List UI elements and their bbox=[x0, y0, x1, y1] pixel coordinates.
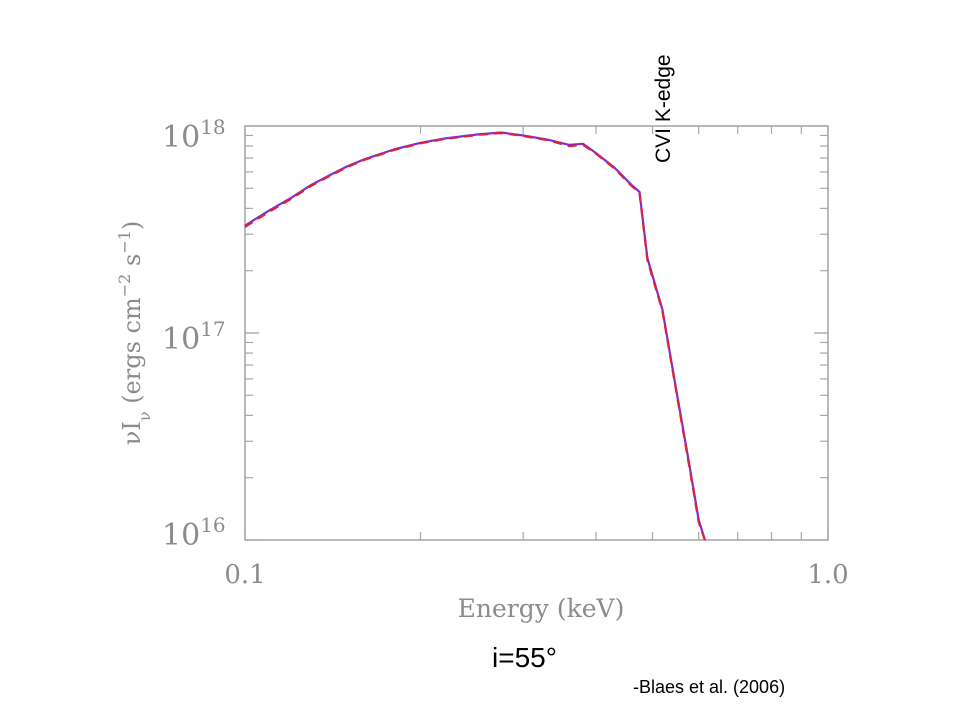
plot-frame bbox=[244, 125, 829, 541]
x-tick-label-1.0: 1.0 bbox=[807, 560, 848, 590]
series-line-solid bbox=[244, 131, 706, 541]
axis-ticks bbox=[244, 125, 829, 541]
x-axis-label: Energy (keV) bbox=[458, 594, 625, 623]
y-tick-label-1e17: 1017 bbox=[162, 317, 226, 357]
inclination-label: i=55° bbox=[492, 642, 557, 673]
y-tick-label-1e16: 1016 bbox=[162, 513, 226, 553]
citation-label: -Blaes et al. (2006) bbox=[633, 677, 785, 697]
series-line-dashed bbox=[244, 131, 706, 541]
y-tick-labels: 1016 1017 1018 bbox=[162, 115, 226, 553]
y-axis-label: νIν (ergs cm−2 s−1) bbox=[115, 221, 154, 446]
x-tick-label-0.1: 0.1 bbox=[224, 560, 265, 590]
y-tick-label-1e18: 1018 bbox=[162, 115, 226, 155]
edge-annotation: CVI K-edge bbox=[652, 54, 675, 163]
series-group bbox=[244, 131, 706, 541]
